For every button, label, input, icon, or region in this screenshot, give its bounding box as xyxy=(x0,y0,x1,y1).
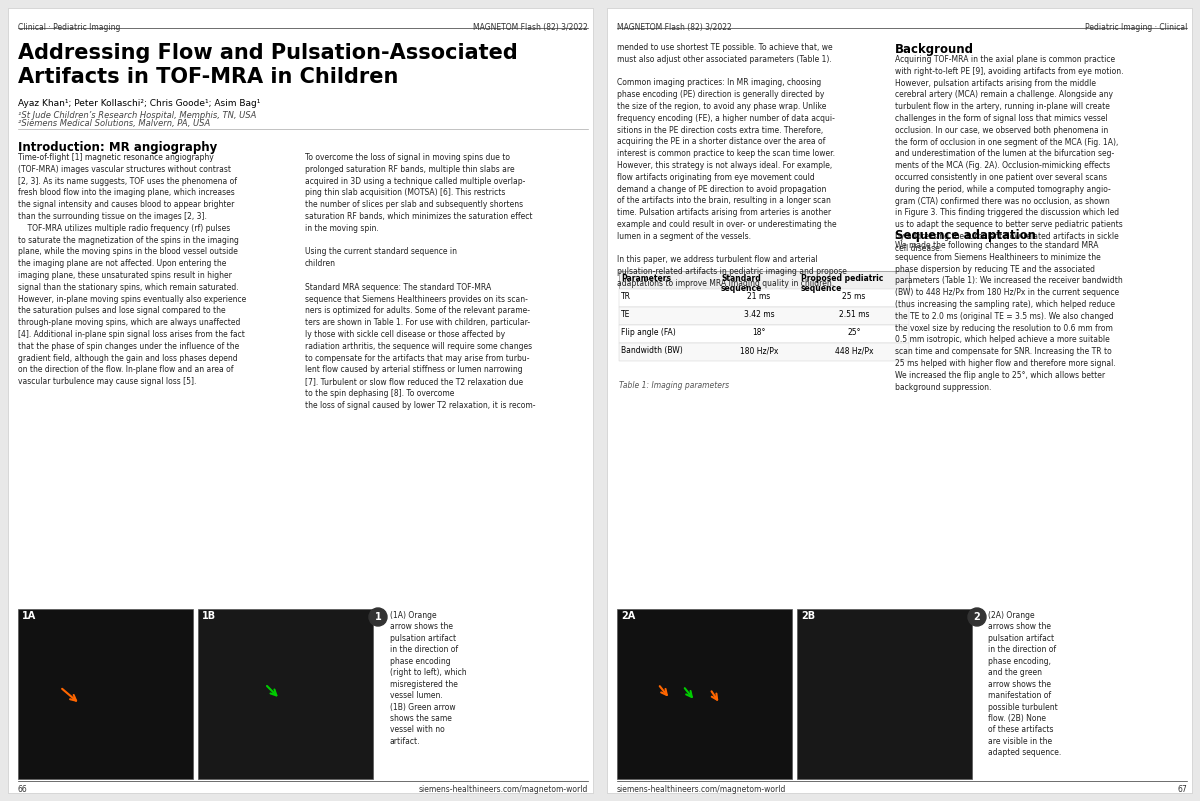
Text: 2B: 2B xyxy=(802,611,815,621)
Bar xyxy=(607,8,1192,793)
Text: 25 ms: 25 ms xyxy=(842,292,865,301)
Text: 1B: 1B xyxy=(202,611,216,621)
Text: Clinical · Pediatric Imaging: Clinical · Pediatric Imaging xyxy=(18,23,120,32)
Text: Time-of-flight [1] magnetic resonance angiography
(TOF-MRA) images vascular stru: Time-of-flight [1] magnetic resonance an… xyxy=(18,153,246,386)
Text: 18°: 18° xyxy=(752,328,766,337)
Bar xyxy=(619,343,910,361)
Text: 25°: 25° xyxy=(847,328,860,337)
Text: MAGNETOM Flash (82) 3/2022: MAGNETOM Flash (82) 3/2022 xyxy=(617,23,732,32)
Bar xyxy=(619,307,910,325)
Text: Bandwidth (BW): Bandwidth (BW) xyxy=(622,346,683,355)
Text: (2A) Orange
arrows show the
pulsation artifact
in the direction of
phase encodin: (2A) Orange arrows show the pulsation ar… xyxy=(988,611,1061,758)
Text: ²Siemens Medical Solutions, Malvern, PA, USA: ²Siemens Medical Solutions, Malvern, PA,… xyxy=(18,119,210,128)
Bar xyxy=(8,8,593,793)
Text: Standard
sequence: Standard sequence xyxy=(721,274,762,293)
Text: 1: 1 xyxy=(374,612,382,622)
Text: TR: TR xyxy=(622,292,631,301)
Text: Ayaz Khan¹; Peter Kollaschi²; Chris Goode¹; Asim Bag¹: Ayaz Khan¹; Peter Kollaschi²; Chris Good… xyxy=(18,99,260,108)
Text: We made the following changes to the standard MRA
sequence from Siemens Healthin: We made the following changes to the sta… xyxy=(895,241,1123,392)
Bar xyxy=(619,271,910,289)
Text: siemens-healthineers.com/magnetom-world: siemens-healthineers.com/magnetom-world xyxy=(617,785,786,794)
Circle shape xyxy=(370,608,386,626)
Text: siemens-healthineers.com/magnetom-world: siemens-healthineers.com/magnetom-world xyxy=(419,785,588,794)
Text: Proposed pediatric
sequence: Proposed pediatric sequence xyxy=(802,274,883,293)
Text: Background: Background xyxy=(895,43,974,56)
Bar xyxy=(619,289,910,307)
Text: 180 Hz/Px: 180 Hz/Px xyxy=(740,346,778,355)
Text: Flip angle (FA): Flip angle (FA) xyxy=(622,328,676,337)
Bar xyxy=(797,609,972,779)
Text: Parameters: Parameters xyxy=(622,274,671,283)
Text: Table 1: Imaging parameters: Table 1: Imaging parameters xyxy=(619,381,730,390)
Text: Sequence adaptation: Sequence adaptation xyxy=(895,229,1036,242)
Text: Addressing Flow and Pulsation-Associated
Artifacts in TOF-MRA in Children: Addressing Flow and Pulsation-Associated… xyxy=(18,43,517,87)
Circle shape xyxy=(968,608,986,626)
Text: To overcome the loss of signal in moving spins due to
prolonged saturation RF ba: To overcome the loss of signal in moving… xyxy=(305,153,535,410)
Text: 21 ms: 21 ms xyxy=(748,292,770,301)
Bar xyxy=(198,609,373,779)
Text: 2: 2 xyxy=(973,612,980,622)
Text: MAGNETOM Flash (82) 3/2022: MAGNETOM Flash (82) 3/2022 xyxy=(473,23,588,32)
Bar xyxy=(619,325,910,343)
Text: 448 Hz/Px: 448 Hz/Px xyxy=(835,346,874,355)
Text: Pediatric Imaging · Clinical: Pediatric Imaging · Clinical xyxy=(1085,23,1187,32)
Text: 67: 67 xyxy=(1177,785,1187,794)
Text: Acquiring TOF-MRA in the axial plane is common practice
with right-to-left PE [9: Acquiring TOF-MRA in the axial plane is … xyxy=(895,55,1123,253)
Text: Introduction: MR angiography: Introduction: MR angiography xyxy=(18,141,217,154)
Text: TE: TE xyxy=(622,310,630,319)
Bar xyxy=(617,609,792,779)
Text: (1A) Orange
arrow shows the
pulsation artifact
in the direction of
phase encodin: (1A) Orange arrow shows the pulsation ar… xyxy=(390,611,467,746)
Bar xyxy=(18,609,193,779)
Text: 2.51 ms: 2.51 ms xyxy=(839,310,869,319)
Text: ¹St Jude Children’s Research Hospital, Memphis, TN, USA: ¹St Jude Children’s Research Hospital, M… xyxy=(18,111,257,120)
Text: 66: 66 xyxy=(18,785,28,794)
Text: 3.42 ms: 3.42 ms xyxy=(744,310,774,319)
Text: mended to use shortest TE possible. To achieve that, we
must also adjust other a: mended to use shortest TE possible. To a… xyxy=(617,43,847,288)
Text: 2A: 2A xyxy=(622,611,635,621)
Text: 1A: 1A xyxy=(22,611,36,621)
